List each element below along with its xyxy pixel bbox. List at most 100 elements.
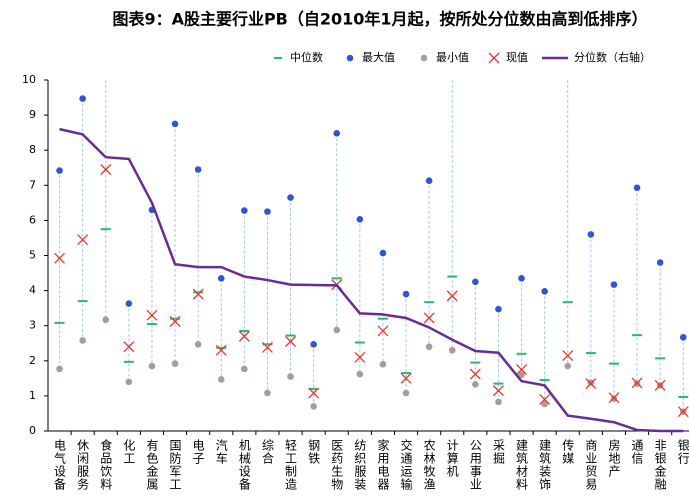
dot-mark — [472, 381, 479, 388]
x-mark — [77, 234, 89, 246]
x-mark — [631, 377, 643, 389]
dot-mark — [171, 360, 179, 367]
dot-mark — [194, 341, 202, 348]
x-mark — [215, 344, 227, 356]
dot-mark — [472, 278, 479, 286]
x-tick-label: 商业贸易 — [584, 438, 598, 491]
dot-mark — [425, 177, 433, 185]
dot-mark — [610, 281, 618, 288]
dot-mark — [264, 389, 271, 397]
dot-mark — [333, 326, 341, 334]
legend-label: 最小值 — [436, 51, 469, 64]
x-mark — [608, 392, 620, 404]
x-tick-label: 机械设备 — [237, 439, 251, 491]
dot-mark — [241, 207, 248, 214]
x-tick-label: 有色金属 — [145, 439, 159, 491]
legend-label: 最大值 — [362, 50, 395, 64]
x-mark — [677, 406, 689, 418]
x-mark — [469, 368, 481, 380]
x-tick-label: 休闲服务 — [76, 439, 90, 491]
dot-mark — [125, 300, 133, 307]
dot-mark — [587, 231, 595, 238]
y-tick-label: 1 — [29, 389, 36, 402]
dot-mark — [633, 184, 641, 192]
x-mark — [146, 309, 158, 321]
x-tick-label: 钢铁 — [307, 439, 321, 465]
legend-label: 现值 — [506, 51, 528, 64]
dot-mark — [656, 259, 664, 266]
x-mark — [354, 351, 366, 363]
x-tick-label: 公用事业 — [468, 439, 482, 491]
dot-mark — [402, 389, 410, 397]
legend-dot — [420, 54, 428, 62]
dot-mark — [194, 166, 202, 173]
x-tick-label: 纺织服装 — [353, 439, 367, 491]
dot-mark — [56, 167, 63, 174]
dot-mark — [379, 361, 387, 368]
dot-mark — [541, 288, 548, 295]
x-mark — [539, 393, 551, 405]
x-mark — [308, 387, 320, 399]
y-tick-label: 2 — [29, 354, 36, 367]
y-tick-label: 8 — [29, 143, 36, 156]
dot-mark — [495, 305, 502, 313]
x-tick-label: 电气设备 — [53, 439, 67, 491]
x-tick-label: 农林牧渔 — [422, 439, 436, 491]
dot-mark — [217, 376, 225, 383]
dot-mark — [264, 208, 271, 215]
chart-title: 图表9：A股主要行业PB（自2010年1月起，按所处分位数由高到低排序） — [112, 10, 647, 29]
y-tick-label: 6 — [29, 213, 36, 226]
x-tick-label: 房地产 — [607, 438, 621, 478]
x-tick-label: 银行 — [676, 439, 689, 465]
x-tick-label: 食品饮料 — [99, 438, 113, 491]
dot-mark — [402, 290, 410, 298]
x-mark — [238, 330, 250, 342]
y-tick-label: 9 — [29, 108, 36, 121]
dot-mark — [310, 403, 317, 410]
legend-label: 分位数（右轴） — [574, 50, 651, 64]
x-mark — [562, 350, 574, 361]
x-mark — [400, 372, 412, 384]
x-tick-label: 医药生物 — [330, 439, 344, 491]
dot-mark — [356, 370, 364, 378]
dot-mark — [102, 316, 110, 324]
legend-label: 中位数 — [290, 50, 323, 64]
dot-mark — [333, 130, 341, 137]
dot-mark — [425, 343, 433, 351]
dot-mark — [287, 194, 294, 201]
x-mark — [285, 336, 297, 347]
dot-mark — [56, 365, 63, 373]
x-tick-label: 建筑装饰 — [538, 439, 552, 491]
dot-mark — [379, 249, 387, 257]
percentile-line — [59, 127, 684, 433]
dot-mark — [241, 365, 248, 373]
x-tick-label: 采掘 — [491, 439, 505, 465]
dot-mark — [217, 275, 225, 282]
legend-dot — [346, 54, 354, 62]
dot-mark — [610, 395, 618, 403]
dot-mark — [587, 379, 595, 386]
dot-mark — [310, 341, 317, 348]
x-mark — [261, 342, 273, 353]
dot-mark — [125, 378, 133, 386]
x-tick-label: 汽车 — [214, 438, 228, 465]
x-tick-label: 计算机 — [445, 439, 459, 478]
x-tick-label: 非银金融 — [653, 439, 667, 491]
dot-mark — [79, 95, 86, 102]
x-mark — [492, 385, 504, 397]
x-mark — [446, 290, 458, 302]
x-mark — [516, 364, 528, 376]
x-mark — [654, 379, 666, 391]
dot-mark — [495, 398, 502, 406]
y-tick-label: 7 — [29, 178, 36, 191]
x-mark — [123, 341, 135, 353]
legend-x — [488, 52, 500, 64]
x-mark — [169, 316, 181, 327]
dot-mark — [148, 362, 156, 370]
x-tick-label: 家用电器 — [376, 438, 390, 491]
x-tick-label: 化工 — [122, 439, 136, 465]
dot-mark — [171, 120, 179, 128]
x-tick-label: 建筑材料 — [515, 439, 529, 491]
dot-mark — [518, 371, 525, 379]
